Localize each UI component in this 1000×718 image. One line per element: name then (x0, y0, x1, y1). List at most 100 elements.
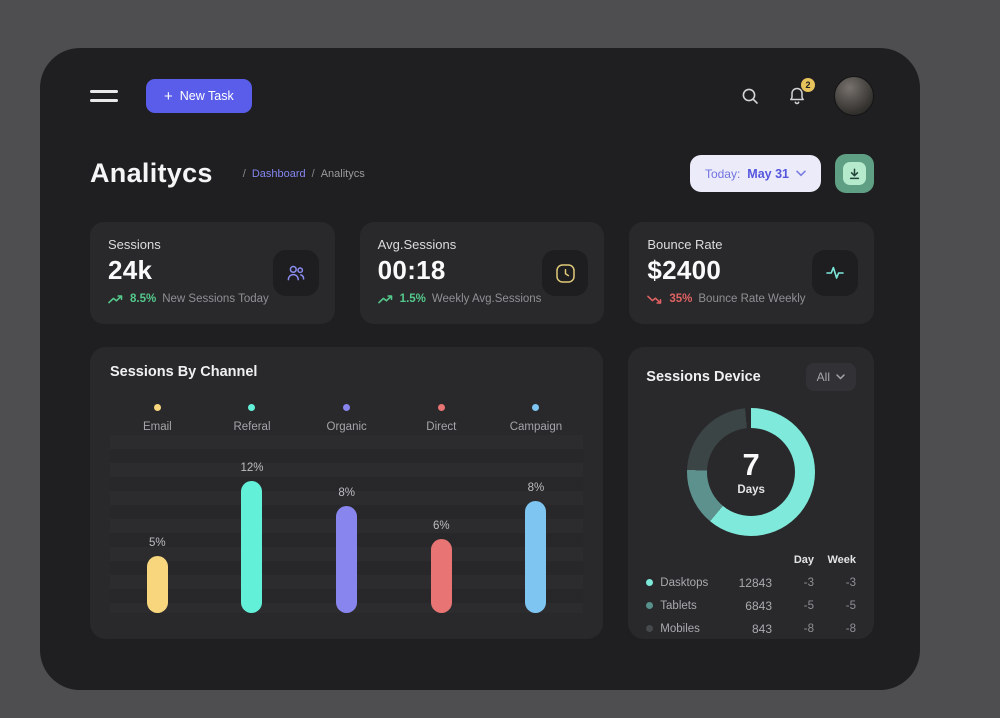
device-week-change: -8 (845, 622, 856, 635)
device-filter-dropdown[interactable]: All (805, 363, 856, 391)
bar-value-label: 8% (527, 482, 545, 494)
legend-dot (532, 404, 540, 411)
stat-trend: 35% Bounce Rate Weekly (647, 293, 856, 305)
legend-dot (343, 404, 351, 411)
stat-value: $2400 (647, 255, 722, 285)
bar-direct (430, 539, 452, 613)
date-prefix: Today: (704, 166, 741, 181)
donut-center: 7 Days (707, 428, 796, 516)
legend-dot (248, 404, 256, 411)
new-task-label: New Task (179, 89, 234, 103)
charts-row: Sessions By Channel Email Referal Organic D… (90, 347, 874, 639)
stat-trend: 8.5% New Sessions Today (108, 293, 317, 305)
legend-item-organic[interactable]: Organic (299, 404, 394, 433)
sessions-stat-card: Sessions 24k 8.5% New Sessions Today (90, 222, 335, 324)
notification-badge: 2 (801, 78, 815, 92)
trend-percent: 1.5% (399, 293, 426, 305)
device-day-change: -8 (803, 622, 814, 635)
bar-value-label: 8% (338, 487, 355, 499)
breadcrumb-separator: / (311, 167, 315, 180)
breadcrumb-dashboard-link[interactable]: Dashboard (251, 167, 306, 180)
download-icon (843, 162, 866, 185)
stat-value: 24k (108, 255, 153, 285)
bar-column-organic: 8% (299, 435, 394, 613)
download-button[interactable] (835, 154, 874, 193)
device-day-change: -3 (803, 576, 814, 589)
stats-row: Sessions 24k 8.5% New Sessions Today Avg… (90, 222, 875, 324)
device-dot (646, 625, 654, 632)
bar-organic (336, 506, 358, 613)
new-task-button[interactable]: + New Task (146, 79, 252, 113)
breadcrumb-separator: / (242, 167, 246, 180)
date-value: May 31 (747, 166, 789, 181)
device-row-tablets: Tablets 6843 -5 -5 (646, 594, 856, 617)
bar-referal (241, 481, 263, 613)
header-controls: Today: May 31 (689, 154, 874, 193)
activity-icon (812, 250, 859, 296)
stat-value: 00:18 (377, 255, 446, 285)
device-value: 6843 (745, 598, 772, 613)
date-range-dropdown[interactable]: Today: May 31 (689, 155, 821, 192)
legend-label: Campaign (509, 421, 563, 433)
stat-label: Avg.Sessions (377, 237, 457, 252)
device-table-rows: Dasktops 12843 -3 -3 Tablets 6843 -5 -5 Mobiles 8… (646, 571, 856, 640)
channel-bar-chart: 5% 12% 8% 6% 8% (110, 435, 584, 613)
device-value: 12843 (738, 575, 772, 590)
trend-percent: 35% (669, 293, 693, 305)
sessions-by-channel-card: Sessions By Channel Email Referal Organic D… (90, 347, 604, 639)
page-header: Analitycs / Dashboard / Analitycs Today:… (90, 154, 874, 193)
chart-title: Sessions By Channel (110, 364, 258, 380)
legend-dot (153, 404, 161, 411)
chevron-down-icon (836, 374, 845, 380)
search-icon[interactable] (740, 86, 760, 106)
day-column-header: Day (793, 553, 814, 566)
trend-description: New Sessions Today (162, 293, 269, 305)
sessions-device-card: Sessions Device All 7 Days Day Week (628, 347, 874, 639)
chevron-down-icon (796, 170, 806, 177)
plus-icon: + (164, 87, 173, 105)
trending-up-icon (377, 294, 392, 303)
legend-item-direct[interactable]: Direct (394, 404, 489, 433)
legend-item-referal[interactable]: Referal (205, 404, 300, 433)
stat-trend: 1.5% Weekly Avg.Sessions (377, 293, 587, 305)
device-card-header: Sessions Device All (646, 363, 856, 391)
topbar-actions: 2 (740, 76, 874, 116)
device-value: 843 (751, 621, 772, 636)
avatar[interactable] (834, 76, 874, 116)
device-day-change: -5 (803, 599, 814, 612)
device-donut-chart: 7 Days (687, 408, 816, 536)
device-week-change: -3 (845, 576, 856, 589)
device-week-change: -5 (845, 599, 856, 612)
device-dot (646, 579, 654, 586)
device-dot (646, 602, 654, 609)
donut-value: 7 (742, 446, 760, 482)
notifications-bell-icon[interactable]: 2 (786, 78, 815, 107)
week-column-header: Week (827, 553, 856, 566)
menu-icon[interactable] (90, 84, 118, 107)
legend-item-campaign[interactable]: Campaign (489, 404, 584, 433)
clock-icon (542, 250, 589, 296)
bar-value-label: 6% (432, 520, 450, 532)
stat-label: Sessions (108, 237, 161, 252)
device-row-dasktops: Dasktops 12843 -3 -3 (646, 571, 856, 594)
bar-column-referal: 12% (205, 435, 300, 613)
legend-label: Referal (233, 421, 271, 433)
bar-email (146, 556, 168, 613)
trend-percent: 8.5% (130, 293, 157, 305)
page-title: Analitycs (90, 158, 213, 188)
legend-label: Email (142, 421, 172, 433)
trending-down-icon (647, 295, 662, 304)
avg-sessions-stat-card: Avg.Sessions 00:18 1.5% Weekly Avg.Sessi… (359, 222, 605, 324)
device-filter-value: All (816, 370, 830, 384)
stat-label: Bounce Rate (647, 237, 723, 252)
breadcrumb: / Dashboard / Analitycs (243, 168, 365, 180)
legend-item-email[interactable]: Email (110, 404, 205, 433)
trending-up-icon (108, 294, 123, 303)
bar-campaign (525, 501, 547, 613)
bounce-rate-stat-card: Bounce Rate $2400 35% Bounce Rate Weekly (629, 222, 875, 324)
legend-dot (437, 404, 445, 411)
channel-legend: Email Referal Organic Direct Campaign (110, 404, 583, 433)
chart-title: Sessions Device (646, 369, 761, 385)
device-name: Dasktops (660, 576, 709, 589)
device-table-header: Day Week (646, 548, 856, 571)
